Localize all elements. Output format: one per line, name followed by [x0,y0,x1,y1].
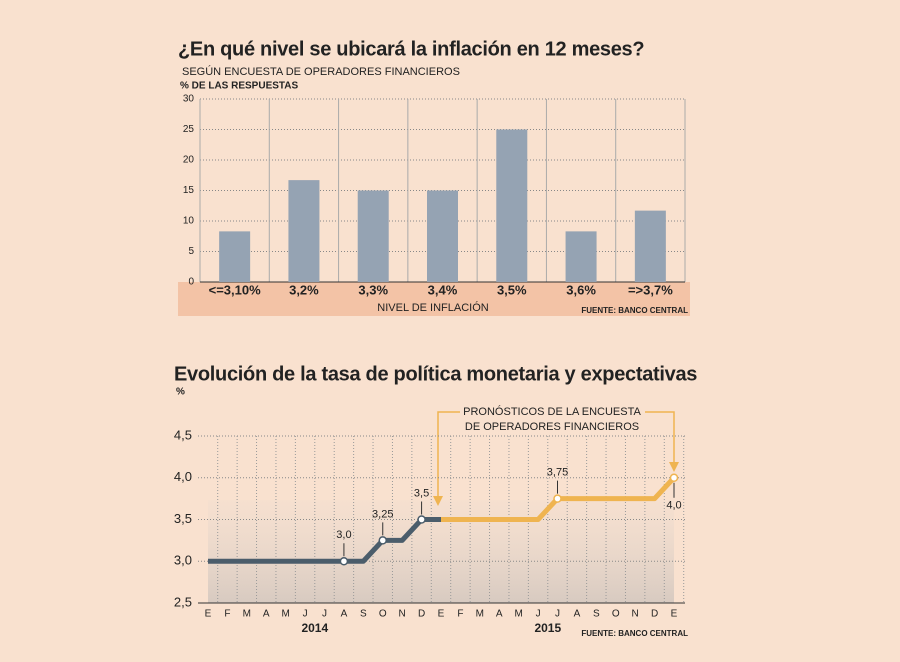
data-label: 3,5 [414,487,429,499]
y-tick-label: 3,0 [174,553,192,568]
bar [219,231,251,282]
chart-title: Evolución de la tasa de política monetar… [174,363,697,385]
annotation: PRONÓSTICOS DE LA ENCUESTA [463,405,641,418]
y-tick-label: 15 [183,185,195,196]
x-tick-label: S [360,609,367,620]
point-marker [417,515,426,524]
x-tick-label: S [593,609,600,620]
y-tick-label: 4,0 [174,469,192,484]
x-tick-label: A [341,609,348,620]
subtitle: SEGÚN ENCUESTA DE OPERADORES FINANCIEROS [182,65,460,78]
line [208,517,441,564]
bar [357,190,389,282]
bar [427,190,458,282]
x-tick-label: E [438,609,445,620]
year-label: 2015 [534,621,561,635]
x-tick-label: M [514,609,522,620]
point-marker [339,557,349,566]
x-tick-label: M [476,609,484,620]
x-tick-label: J [555,609,560,620]
y-tick-label: 3,5 [174,511,192,526]
bar [565,231,597,282]
chart-title: ¿En qué nivel se ubicará la inflación en… [178,38,644,60]
y-tick-label: 5 [188,246,194,257]
x-tick-label: A [574,609,581,620]
x-tick-label: O [379,609,387,620]
y-axis-label: % DE LAS RESPUESTAS [180,81,298,92]
y-tick-label: 10 [183,216,195,227]
year-label: 2014 [301,621,328,635]
x-axis-band [178,282,690,316]
point-marker [553,494,562,503]
x-tick-label: =>3,7% [628,282,673,297]
x-tick-label: J [536,609,541,620]
data-label: 3,25 [372,508,393,520]
y-tick-label: 20 [183,155,195,166]
x-tick-label: A [496,609,503,620]
x-tick-label: 3,2% [289,282,319,297]
bar [634,210,666,282]
data-label: 3,75 [547,467,568,479]
x-tick-label: E [671,609,678,620]
source: FUENTE: BANCO CENTRAL [581,629,688,638]
annotation-arrow [645,411,675,464]
annotation: DE OPERADORES FINANCIEROS [465,421,639,433]
arrow-head [669,462,679,472]
annotation-arrow [437,411,460,498]
x-tick-label: 3,4% [428,282,458,297]
x-tick-label: <=3,10% [209,282,261,297]
point-marker [669,473,679,482]
area-shade [208,500,674,603]
x-tick-label: F [457,609,463,620]
x-tick-label: N [632,609,639,620]
x-tick-label: 3,5% [497,282,527,297]
y-tick-label: 0 [188,277,194,288]
x-tick-label: J [303,609,308,620]
x-tick-label: 3,6% [566,282,596,297]
x-tick-label: M [243,609,251,620]
x-tick-label: O [612,609,620,620]
source: FUENTE: BANCO CENTRAL [581,306,688,315]
x-tick-label: N [399,609,406,620]
x-tick-label: F [224,609,230,620]
arrow-head [433,496,443,506]
data-label: 3,0 [336,529,351,541]
x-tick-label: D [651,609,658,620]
bar [496,129,528,282]
x-tick-label: M [281,609,289,620]
x-tick-label: E [205,609,212,620]
data-label: 4,0 [666,500,681,512]
x-axis-label: NIVEL DE INFLACIÓN [377,301,489,314]
x-tick-label: J [322,609,327,620]
y-tick-label: 30 [183,94,195,105]
y-tick-label: 2,5 [174,594,192,609]
point-marker [378,536,387,545]
bar [288,180,320,282]
y-axis-label: % [176,387,185,398]
x-tick-label: A [263,609,270,620]
y-tick-label: 4,5 [174,427,192,442]
x-tick-label: 3,3% [358,282,388,297]
y-tick-label: 25 [183,124,195,135]
x-tick-label: D [418,609,425,620]
